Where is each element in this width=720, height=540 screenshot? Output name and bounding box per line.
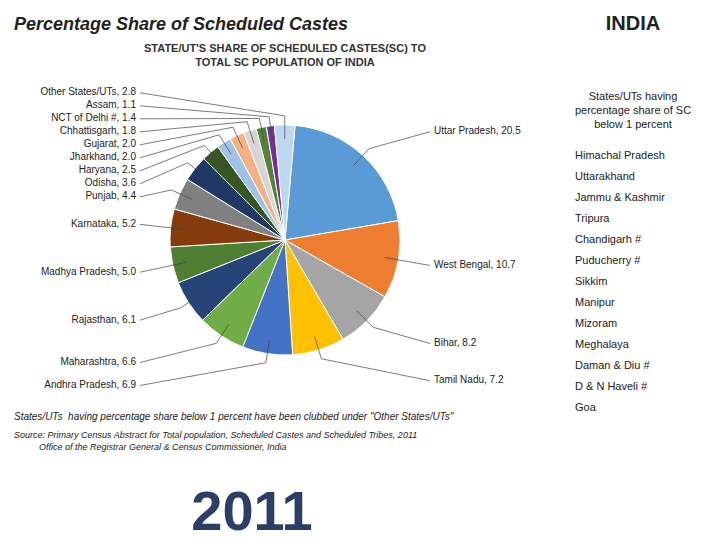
slice-label: Andhra Pradesh, 6.9 — [44, 379, 136, 390]
slice — [285, 125, 398, 240]
text-line: States/UTs having — [589, 90, 678, 102]
slice — [285, 240, 343, 355]
list-item: Himachal Pradesh — [575, 149, 665, 161]
text-line: percentage share of SC — [575, 104, 691, 116]
slice-label: NCT of Delhi #, 1.4 — [51, 112, 136, 123]
title: Percentage Share of Scheduled Castes — [14, 14, 348, 34]
list: Himachal Pradesh Uttarakhand Jammu & Kashm… — [575, 149, 665, 413]
leader-line — [140, 262, 186, 272]
slice-label: Rajasthan, 6.1 — [72, 314, 137, 325]
slice-label: Karnataka, 5.2 — [71, 218, 136, 229]
slice-label: Other States/UTs, 2.8 — [40, 86, 136, 97]
slice-label: Tamil Nadu, 7.2 — [434, 374, 504, 385]
slice — [274, 125, 295, 240]
text-line: STATE/UT'S SHARE OF SCHEDULED CASTES(SC)… — [144, 42, 426, 54]
year-label: 2011 — [191, 479, 313, 540]
slice-label: Jharkhand, 2.0 — [70, 151, 137, 162]
slice-label: West Bengal, 10.7 — [434, 259, 516, 270]
leader-line — [385, 258, 430, 266]
pie — [170, 125, 400, 355]
list-item: Mizoram — [575, 317, 617, 329]
chart: Percentage Share of Scheduled Castes INDI… — [0, 0, 720, 540]
leader-line — [140, 122, 254, 144]
slice-label: Uttar Pradesh, 20.5 — [434, 125, 521, 136]
text-line: Source: Primary Census Abstract for Tota… — [14, 430, 417, 440]
slice-label: Maharashtra, 6.6 — [60, 356, 136, 367]
list-item: Jammu & Kashmir — [575, 191, 665, 203]
leader-line — [354, 132, 430, 166]
text-line: TOTAL SC POPULATION OF INDIA — [195, 56, 375, 68]
list-item: Uttarakhand — [575, 170, 635, 182]
list-title: States/UTs having percentage share of SC b… — [575, 90, 691, 130]
slice-label: Punjab, 4.4 — [85, 190, 136, 201]
list-item: Chandigarh # — [575, 233, 642, 245]
leader-line — [140, 118, 264, 141]
subtitle: STATE/UT'S SHARE OF SCHEDULED CASTES(SC)… — [144, 42, 426, 68]
list-item: Daman & Diu # — [575, 359, 650, 371]
leader-line — [140, 295, 200, 320]
leader-line — [140, 145, 219, 170]
slice-label: Chhattisgarh, 1.8 — [60, 125, 137, 136]
leader-line — [140, 340, 269, 385]
slice-label: Madhya Pradesh, 5.0 — [41, 266, 136, 277]
list-item: Meghalaya — [575, 338, 630, 350]
list-item: Goa — [575, 401, 597, 413]
list-item: D & N Haveli # — [575, 380, 648, 392]
leader-line — [315, 337, 430, 381]
slice-label: Haryana, 2.5 — [79, 164, 137, 175]
leader-line — [140, 224, 184, 229]
slice-label: Gujarat, 2.0 — [84, 138, 137, 149]
leader-line — [140, 135, 231, 158]
slice-label: Assam, 1.1 — [86, 99, 136, 110]
india-label: INDIA — [606, 12, 660, 34]
leader-line — [140, 163, 206, 184]
slice-label: Bihar, 8.2 — [434, 337, 477, 348]
list-item: Tripura — [575, 212, 610, 224]
slice-label: Odisha, 3.6 — [85, 177, 137, 188]
list-item: Sikkim — [575, 275, 607, 287]
text-line: Office of the Registrar General & Census… — [14, 442, 287, 452]
slice — [170, 240, 285, 283]
leader-line — [140, 324, 229, 362]
source: Source: Primary Census Abstract for Tota… — [14, 430, 417, 452]
leader-line — [140, 190, 192, 199]
footnote: States/UTs having percentage share below… — [14, 411, 454, 422]
text-line: below 1 percent — [594, 118, 672, 130]
leader-line — [140, 93, 285, 139]
slice-labels: Uttar Pradesh, 20.5 West Bengal, 10.7 Biha… — [40, 86, 521, 390]
list-item: Manipur — [575, 296, 615, 308]
leader-line — [357, 311, 430, 343]
list-item: Puducherry # — [575, 254, 641, 266]
